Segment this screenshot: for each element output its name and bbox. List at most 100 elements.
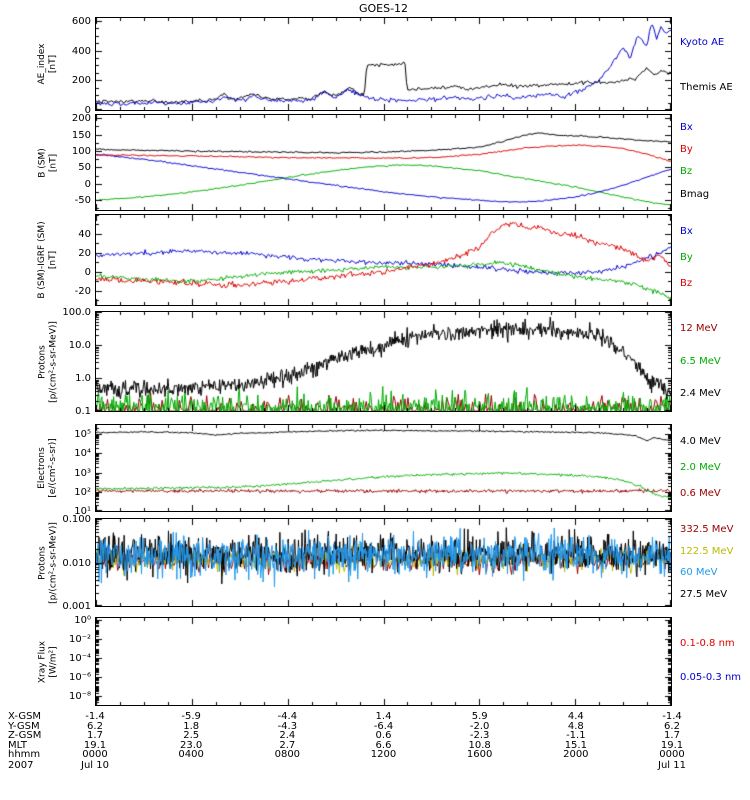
protons-low-axis-label-line: [p/(cm²-s-sr-MeV)] [48,320,58,403]
ae-index-ytick-label: 200 [71,75,91,87]
protons-low-ytick-label: 10.0 [68,340,91,351]
footer-date: Jul 11 [658,760,686,771]
footer-value: -2.3 [469,730,490,742]
protons-high-series-label: 60 MeV [680,567,718,579]
b-sm-canvas [96,115,671,210]
ae-index-axis-label: AE_index [nT] [37,17,59,111]
xray-flux-axis-label-line: Xray Flux [37,640,47,683]
footer-value: 0000 [82,749,108,761]
footer-value: 1600 [466,749,493,761]
electrons-ytick-label: 10³ [74,467,91,479]
b-sm-series-label: Bmag [680,188,710,200]
footer-value: 1.8 [183,720,200,732]
footer-value: -1.1 [566,730,586,742]
xray-flux-canvas [96,618,671,705]
protons-low-series-label: 2.4 MeV [680,387,721,399]
protons-low-ytick-label: 100.0 [62,307,91,318]
footer-value: 6.2 [664,720,680,732]
protons-high-canvas [96,519,671,606]
footer-value: 19.1 [660,739,684,751]
electrons-axis-label: Electrons [e/(cm²-s-sr)] [37,424,59,512]
protons-high-ytick-label: 0.100 [62,514,91,525]
b-sm-igrf-ytick-label: 20 [78,247,91,259]
b-sm-ytick-label: 50 [78,162,91,174]
b-sm-igrf-axis-label: B (SM)-IGRF (SM) [nT] [37,214,59,306]
footer-row-label: Y-GSM [8,720,40,732]
footer-value: -1.4 [85,711,105,722]
xray-flux-ytick-label: 10⁻⁶ [68,671,91,683]
ae-index-axis-label-line: AE_index [37,43,47,85]
b-sm-axis-label: B (SM) [nT] [37,114,59,211]
b-sm-igrf-ytick-label: 40 [78,228,91,240]
protons-low-series-label: 6.5 MeV [680,355,721,367]
b-sm-igrf-axis-label-line: [nT] [48,250,58,270]
footer-value: 15.1 [564,739,587,751]
panel-protons-low [95,311,672,412]
panel-ae-index [95,17,672,111]
chart-title: GOES-12 [358,2,409,15]
b-sm-axis-label-line: [nT] [48,153,58,172]
b-sm-ytick-label: 150 [71,129,91,141]
footer-row-label: X-GSM [8,711,42,722]
protons-high-axis-label-line: [p/(cm²-s-sr-MeV)] [48,521,58,604]
footer-value: 5.9 [471,711,488,722]
footer-row-label: hhmm [8,749,41,761]
electrons-ytick-label: 10² [74,486,91,498]
footer-value: 2.7 [279,739,296,751]
b-sm-ytick-label: 0 [84,178,91,190]
protons-high-ytick-label: 0.010 [62,557,91,569]
protons-high-axis-label-line: Protons [37,545,47,580]
panel-electrons [95,424,672,512]
xray-flux-ytick-label: 10⁰ [74,614,91,626]
footer-value: 6.6 [375,739,392,751]
ae-index-canvas [96,18,671,110]
b-sm-igrf-canvas [96,215,671,305]
footer-value: 0.6 [375,730,392,742]
xray-flux-ytick-label: 10⁻⁸ [68,690,91,702]
footer-value: 6.2 [87,720,103,732]
b-sm-igrf-series-label: Bx [680,226,693,238]
panel-b-sm [95,114,672,211]
footer-row-label: MLT [8,739,27,751]
footer-value: 0000 [659,749,685,761]
b-sm-igrf-series-label: By [680,252,693,264]
electrons-axis-label-line: [e/(cm²-s-sr)] [48,438,58,498]
footer-value: -4.4 [277,711,298,722]
footer-value: -5.9 [181,711,201,722]
b-sm-igrf-axis-label-line: B (SM)-IGRF (SM) [37,221,47,299]
xray-flux-axis-label: Xray Flux [W/m²] [37,617,59,706]
panel-xray-flux [95,617,672,706]
footer-value: -4.3 [277,720,298,732]
footer-value: 0400 [178,749,204,761]
footer-value: 2.5 [183,730,200,742]
footer-value: 1.7 [664,730,680,742]
xray-flux-ytick-label: 10⁻² [68,633,91,645]
protons-high-series-label: 332.5 MeV [680,524,734,536]
ae-index-series-label: Kyoto AE [680,37,725,49]
electrons-axis-label-line: Electrons [37,447,47,489]
footer-date: Jul 10 [81,760,109,771]
protons-high-series-label: 122.5 MeV [680,545,734,557]
electrons-ytick-label: 10¹ [74,506,91,517]
electrons-ytick-label: 10⁴ [74,448,91,460]
footer-value: -2.0 [469,720,490,732]
protons-low-ytick-label: 0.1 [75,406,91,417]
xray-flux-ytick-label: 10⁻⁴ [68,652,91,664]
footer-value: 2.4 [279,730,296,742]
ae-index-ytick-label: 600 [71,15,91,27]
footer-value: -6.4 [373,720,394,732]
footer-year: 2007 [8,760,34,771]
b-sm-igrf-series-label: Bz [680,277,693,289]
panel-b-sm-igrf [95,214,672,306]
ae-index-axis-label-line: [nT] [48,54,58,74]
ae-index-ytick-label: 400 [71,45,91,57]
xray-flux-series-label: 0.05-0.3 nm [680,671,742,683]
electrons-series-label: 2.0 MeV [680,462,721,473]
b-sm-ytick-label: 200 [71,113,91,125]
b-sm-series-label: Bz [680,166,693,178]
b-sm-series-label: By [680,143,693,155]
electrons-series-label: 0.6 MeV [680,488,721,500]
protons-low-ytick-label: 1.0 [75,373,91,384]
b-sm-series-label: Bx [680,121,693,133]
panel-protons-high [95,518,672,607]
